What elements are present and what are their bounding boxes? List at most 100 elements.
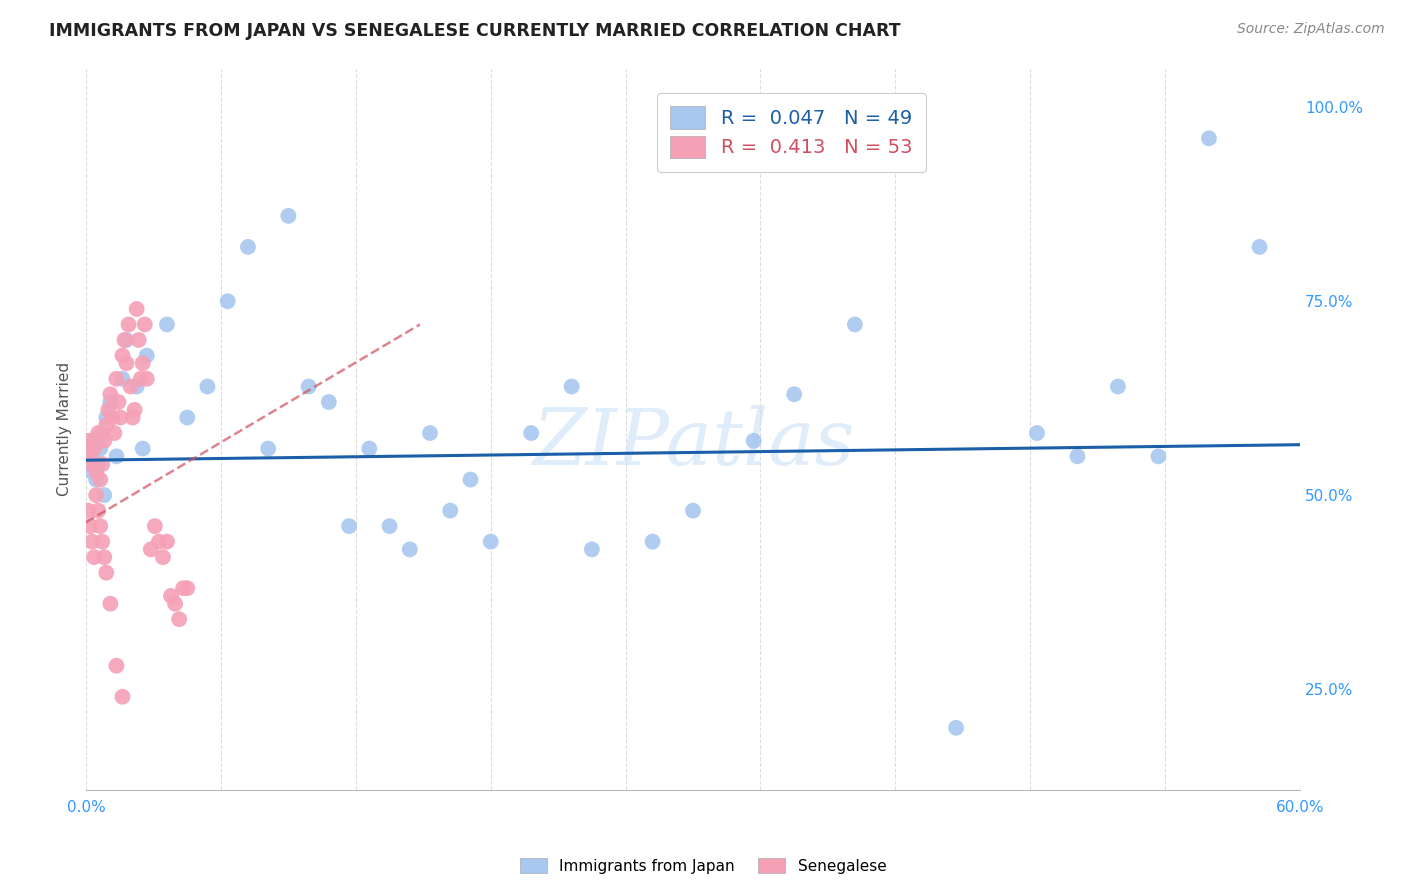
Point	[156, 534, 179, 549]
Point	[742, 434, 765, 448]
Point	[93, 488, 115, 502]
Point	[398, 542, 420, 557]
Point	[89, 473, 111, 487]
Point	[135, 372, 157, 386]
Point	[89, 442, 111, 456]
Point	[82, 465, 104, 479]
Point	[97, 402, 120, 417]
Point	[844, 318, 866, 332]
Point	[124, 402, 146, 417]
Point	[107, 395, 129, 409]
Point	[1198, 131, 1220, 145]
Point	[96, 410, 118, 425]
Point	[77, 503, 100, 517]
Point	[84, 465, 107, 479]
Point	[83, 550, 105, 565]
Point	[945, 721, 967, 735]
Point	[132, 356, 155, 370]
Point	[135, 349, 157, 363]
Point	[1066, 450, 1088, 464]
Point	[1147, 450, 1170, 464]
Point	[111, 349, 134, 363]
Point	[125, 379, 148, 393]
Point	[93, 550, 115, 565]
Point	[165, 597, 187, 611]
Point	[167, 612, 190, 626]
Point	[79, 519, 101, 533]
Point	[115, 333, 138, 347]
Point	[87, 503, 110, 517]
Point	[110, 410, 132, 425]
Point	[96, 418, 118, 433]
Point	[91, 457, 114, 471]
Point	[132, 442, 155, 456]
Text: IMMIGRANTS FROM JAPAN VS SENEGALESE CURRENTLY MARRIED CORRELATION CHART: IMMIGRANTS FROM JAPAN VS SENEGALESE CURR…	[49, 22, 901, 40]
Point	[419, 425, 441, 440]
Point	[277, 209, 299, 223]
Point	[83, 434, 105, 448]
Point	[103, 425, 125, 440]
Point	[1026, 425, 1049, 440]
Point	[79, 450, 101, 464]
Point	[84, 473, 107, 487]
Point	[77, 434, 100, 448]
Point	[91, 425, 114, 440]
Point	[298, 379, 321, 393]
Point	[96, 566, 118, 580]
Point	[121, 410, 143, 425]
Point	[318, 395, 340, 409]
Point	[783, 387, 806, 401]
Point	[125, 301, 148, 316]
Point	[115, 356, 138, 370]
Point	[581, 542, 603, 557]
Point	[89, 519, 111, 533]
Point	[337, 519, 360, 533]
Point	[156, 318, 179, 332]
Text: Source: ZipAtlas.com: Source: ZipAtlas.com	[1237, 22, 1385, 37]
Point	[129, 372, 152, 386]
Point	[176, 410, 198, 425]
Point	[87, 425, 110, 440]
Point	[87, 457, 110, 471]
Point	[359, 442, 381, 456]
Text: ZIPatlas: ZIPatlas	[531, 406, 855, 482]
Point	[217, 294, 239, 309]
Point	[98, 395, 121, 409]
Point	[105, 372, 128, 386]
Point	[561, 379, 583, 393]
Point	[257, 442, 280, 456]
Point	[236, 240, 259, 254]
Point	[101, 410, 124, 425]
Point	[98, 597, 121, 611]
Legend: R =  0.047   N = 49, R =  0.413   N = 53: R = 0.047 N = 49, R = 0.413 N = 53	[657, 93, 927, 171]
Point	[77, 442, 100, 456]
Point	[1249, 240, 1271, 254]
Point	[82, 457, 104, 471]
Point	[82, 534, 104, 549]
Point	[128, 333, 150, 347]
Point	[143, 519, 166, 533]
Point	[93, 434, 115, 448]
Point	[479, 534, 502, 549]
Point	[120, 379, 142, 393]
Point	[172, 581, 194, 595]
Point	[682, 503, 704, 517]
Point	[378, 519, 401, 533]
Point	[98, 387, 121, 401]
Point	[152, 550, 174, 565]
Point	[197, 379, 219, 393]
Point	[79, 450, 101, 464]
Point	[641, 534, 664, 549]
Point	[114, 333, 136, 347]
Point	[148, 534, 170, 549]
Point	[83, 442, 105, 456]
Point	[105, 658, 128, 673]
Point	[91, 534, 114, 549]
Point	[439, 503, 461, 517]
Point	[139, 542, 162, 557]
Point	[1107, 379, 1129, 393]
Point	[111, 690, 134, 704]
Legend: Immigrants from Japan, Senegalese: Immigrants from Japan, Senegalese	[513, 852, 893, 880]
Point	[460, 473, 482, 487]
Point	[160, 589, 183, 603]
